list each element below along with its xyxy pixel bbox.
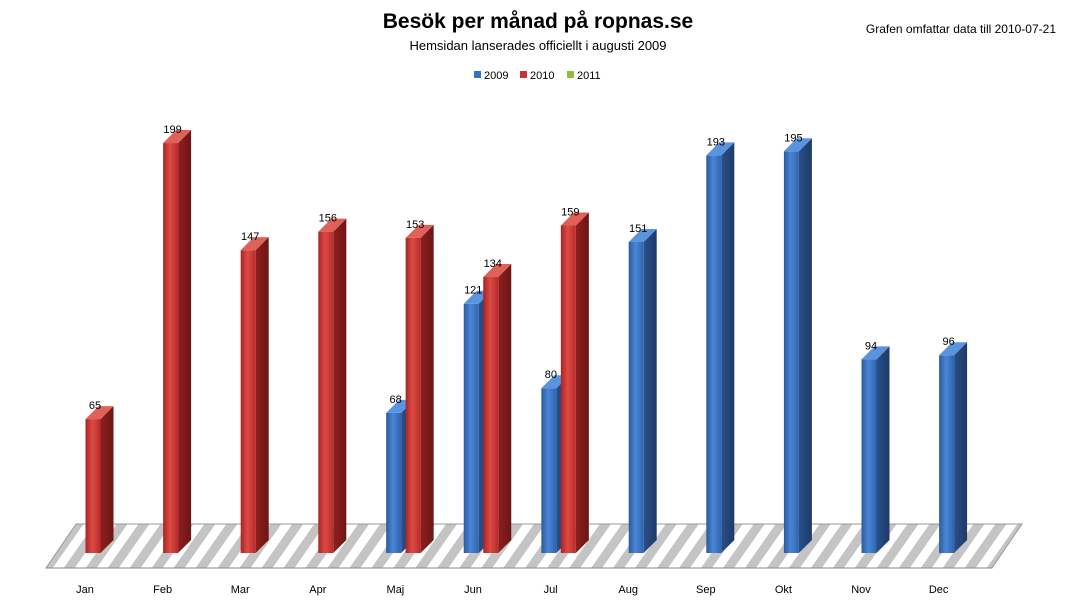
legend-swatch-2009 — [474, 71, 481, 78]
bar-2009-nov — [861, 346, 890, 553]
bar-2009-sep — [706, 142, 735, 554]
x-tick-mar: Mar — [231, 584, 250, 596]
value-label-2009-jun: 121 — [464, 285, 482, 297]
bar-2010-jun — [483, 263, 512, 553]
x-tick-jul: Jul — [544, 584, 558, 596]
x-tick-sep: Sep — [696, 584, 716, 596]
x-tick-maj: Maj — [387, 584, 405, 596]
value-labels: 65 199 147 156 68 153 121 134 80 159 151 193 195 94 96 — [89, 124, 955, 412]
value-label-2010-jun: 134 — [484, 258, 502, 270]
value-label-2009-okt: 195 — [784, 132, 802, 144]
chart-subtitle: Hemsidan lanserades officiellt i augusti… — [409, 38, 666, 53]
x-tick-apr: Apr — [309, 584, 326, 596]
chart-title: Besök per månad på ropnas.se — [383, 10, 693, 33]
bar-2010-mar — [240, 237, 269, 553]
x-tick-aug: Aug — [618, 584, 638, 596]
value-label-2009-dec: 96 — [942, 336, 954, 348]
bar-2009-dec — [939, 342, 968, 553]
value-label-2010-jan: 65 — [89, 400, 101, 412]
legend-swatch-2011 — [567, 71, 574, 78]
bar-2010-maj — [405, 224, 434, 553]
value-label-2010-apr: 156 — [319, 213, 337, 225]
bar-2009-aug — [628, 228, 657, 553]
value-label-2010-mar: 147 — [241, 231, 259, 243]
legend-label-2009: 2009 — [484, 70, 508, 82]
chart-floor — [45, 523, 1023, 569]
x-tick-jun: Jun — [464, 584, 482, 596]
value-label-2009-sep: 193 — [707, 136, 725, 148]
x-tick-feb: Feb — [153, 584, 172, 596]
value-label-2009-nov: 94 — [865, 340, 877, 352]
legend-label-2010: 2010 — [530, 70, 554, 82]
bar-2010-feb — [163, 130, 192, 553]
legend-label-2011: 2011 — [577, 70, 601, 82]
data-note: Grafen omfattar data till 2010-07-21 — [866, 22, 1056, 36]
value-label-2009-aug: 151 — [629, 223, 647, 235]
value-label-2010-jul: 159 — [561, 206, 579, 218]
bar-2009-okt — [783, 138, 812, 554]
bar-2010-jan — [85, 406, 114, 553]
legend: 2009 2010 2011 — [474, 70, 601, 82]
x-tick-okt: Okt — [775, 584, 792, 596]
x-tick-nov: Nov — [851, 584, 871, 596]
value-label-2010-feb: 199 — [163, 124, 181, 136]
x-tick-dec: Dec — [929, 584, 949, 596]
bars — [85, 130, 968, 554]
bar-2010-jul — [560, 212, 589, 553]
value-label-2009-jul: 80 — [545, 369, 557, 381]
value-label-2009-maj: 68 — [390, 394, 402, 406]
x-tick-jan: Jan — [76, 584, 94, 596]
value-label-2010-maj: 153 — [406, 219, 424, 231]
legend-swatch-2010 — [520, 71, 527, 78]
bar-2010-apr — [318, 218, 347, 553]
x-axis-ticks: Jan Feb Mar Apr Maj Jun Jul Aug Sep Okt Nov Dec — [76, 584, 949, 596]
